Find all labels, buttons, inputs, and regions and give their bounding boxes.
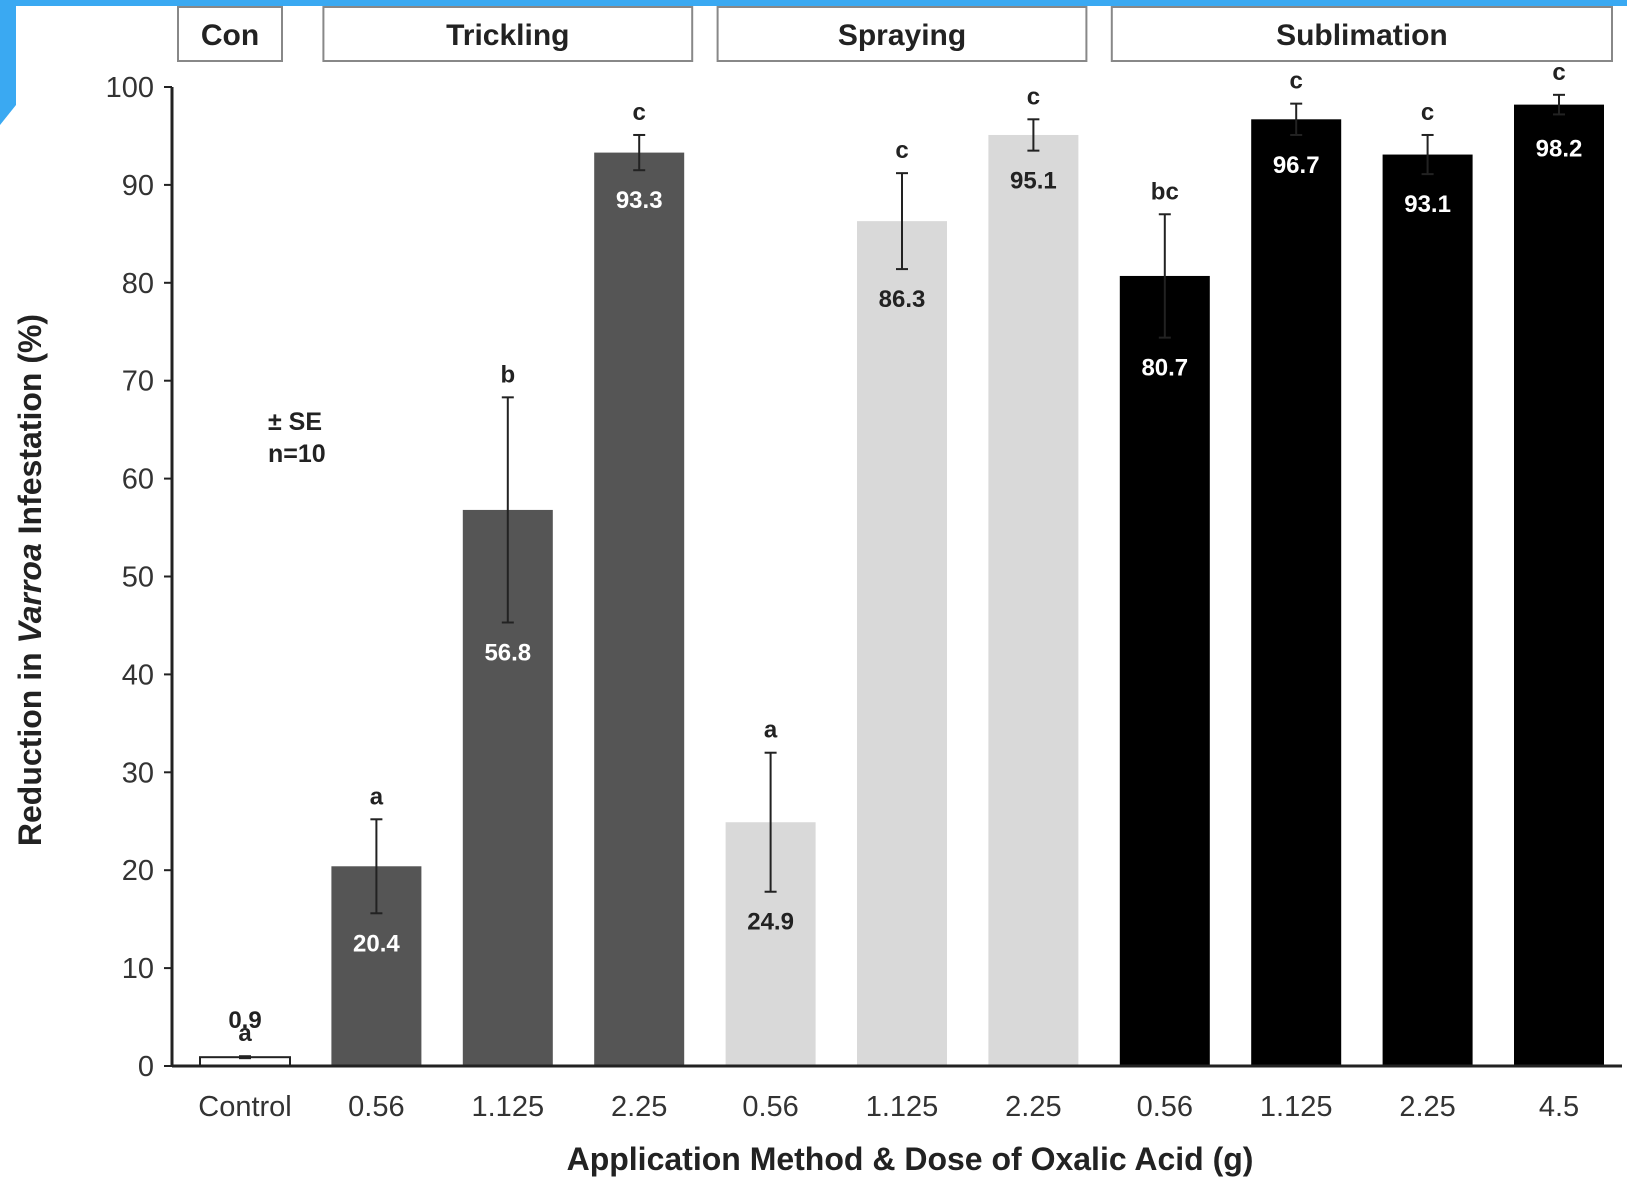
y-tick-label: 90: [122, 170, 154, 202]
x-tick-label: 2.25: [1399, 1091, 1455, 1123]
se-annotation-line: ± SE: [268, 408, 322, 436]
significance-label: c: [633, 99, 646, 126]
bar: [988, 134, 1079, 1066]
significance-label: a: [764, 717, 778, 744]
se-annotation: ± SE n=10: [268, 408, 329, 468]
y-tick-label: 50: [122, 562, 154, 594]
se-annotation-line: n=10: [268, 440, 326, 468]
bar: [857, 221, 947, 1067]
x-tick-label: 2.25: [1005, 1091, 1061, 1123]
y-axis: 0 10 20 30 40 50 60 70 80 90 100: [106, 72, 174, 1083]
significance-label: bc: [1151, 178, 1179, 205]
x-tick-label: 1.125: [472, 1091, 545, 1123]
bar: [1382, 154, 1473, 1066]
x-tick-label: 1.125: [1260, 1091, 1333, 1123]
x-tick-label: 1.125: [866, 1091, 939, 1123]
group-header-label: Trickling: [446, 19, 569, 52]
bar-value-label: 96.7: [1273, 152, 1320, 179]
bar-value-label: 98.2: [1536, 136, 1583, 163]
group-header-label: Spraying: [838, 19, 966, 52]
bar-value-label: 56.8: [484, 640, 531, 667]
bar-value-label: 95.1: [1010, 168, 1057, 195]
bar-value-label: 93.1: [1404, 191, 1451, 218]
axis-titles: Application Method & Dose of Oxalic Acid…: [12, 314, 1253, 1177]
significance-label: c: [1027, 83, 1040, 110]
bar-value-label: 80.7: [1141, 355, 1188, 382]
frame-left-bar: [0, 0, 16, 125]
bar-value-label: 93.3: [616, 187, 663, 214]
x-tick-label: Control: [198, 1091, 292, 1123]
group-header-label: Con: [201, 19, 259, 52]
x-axis: Control 0.56 1.125 2.25 0.56 1.125 2.25 0.56 1.1…: [172, 1064, 1622, 1123]
group-header-box: [1110, 6, 1614, 62]
significance-label: b: [500, 361, 515, 388]
y-tick-label: 40: [122, 659, 154, 691]
x-axis-title: Application Method & Dose of Oxalic Acid…: [567, 1141, 1254, 1177]
group-headers: Con Trickling Spraying Sublimation: [177, 6, 1614, 62]
bar: [1119, 275, 1210, 1066]
y-tick-label: 0: [138, 1051, 154, 1083]
y-tick-label: 80: [122, 268, 154, 300]
x-tick-label: 0.56: [348, 1091, 404, 1123]
x-tick-label: 4.5: [1539, 1091, 1579, 1123]
bar-value-label: 0.9: [228, 1007, 261, 1034]
y-tick-label: 60: [122, 464, 154, 496]
frame-top-bar: [0, 0, 1627, 6]
significance-label: a: [370, 783, 384, 810]
y-axis-title: Reduction in Varroa Infestation (%): [12, 314, 48, 846]
significance-label: c: [1290, 68, 1303, 95]
bar: [1514, 104, 1604, 1066]
group-header-box: [716, 6, 1088, 62]
y-tick-label: 100: [106, 72, 154, 104]
bar: [594, 152, 685, 1066]
group-header-box: [322, 6, 694, 62]
x-tick-label: 0.56: [1137, 1091, 1193, 1123]
y-axis-title-part: Infestation (%): [12, 314, 48, 543]
y-axis-title-part: Reduction in: [12, 643, 48, 846]
x-tick-label: 0.56: [742, 1091, 798, 1123]
group-header-label: Sublimation: [1276, 19, 1448, 52]
y-axis-title-italic: Varroa: [12, 543, 48, 643]
x-tick-label: 2.25: [611, 1091, 667, 1123]
significance-label: a: [238, 1020, 252, 1047]
y-tick-label: 70: [122, 366, 154, 398]
significance-label: c: [1421, 99, 1434, 126]
group-header-box: [177, 6, 283, 62]
significance-label: c: [1552, 59, 1565, 86]
y-tick-label: 10: [122, 953, 154, 985]
y-tick-label: 30: [122, 757, 154, 789]
y-tick-label: 20: [122, 855, 154, 887]
bar-value-label: 20.4: [353, 930, 400, 957]
bar: [1251, 119, 1342, 1066]
bar-value-label: 86.3: [879, 286, 926, 313]
significance-label: c: [895, 137, 908, 164]
bar-value-label: 24.9: [747, 909, 794, 936]
